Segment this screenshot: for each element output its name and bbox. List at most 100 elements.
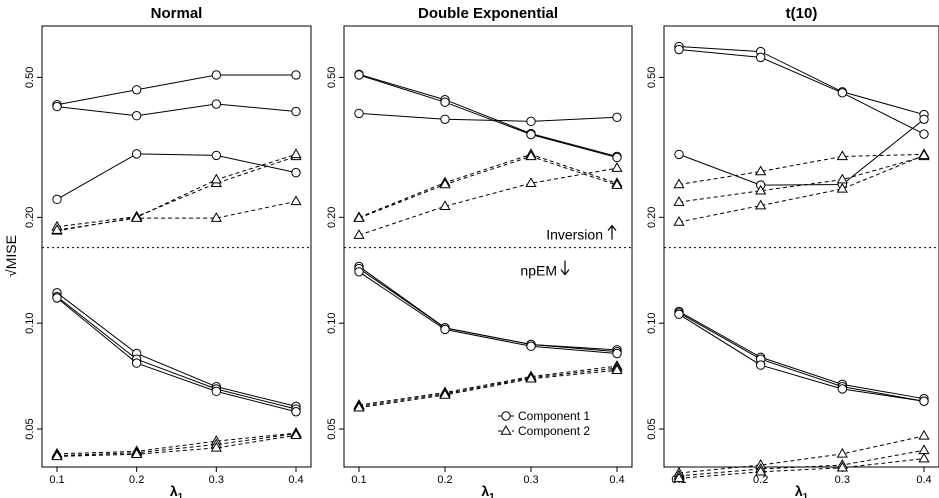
point-circle xyxy=(612,152,622,163)
arrow-up-icon xyxy=(607,224,617,240)
y-tick-label: 0.50 xyxy=(646,67,658,88)
panel-title: Normal xyxy=(151,5,203,22)
series-line-c1 xyxy=(56,292,297,407)
point-circle xyxy=(211,386,222,397)
point-triangle xyxy=(131,448,143,458)
point-circle xyxy=(526,129,536,140)
series-line-c2 xyxy=(678,458,925,479)
legend-circle-icon xyxy=(501,411,511,421)
y-tick-label: 0.05 xyxy=(24,418,36,439)
point-circle xyxy=(211,99,222,109)
panel-1: Normal 0.05 0.10 0.20 0.50 0.1 0.2 0.3 0.4 λ1 xyxy=(24,5,312,498)
series-line-c1 xyxy=(56,297,297,413)
point-triangle xyxy=(836,461,848,472)
point-circle xyxy=(354,108,364,119)
point-triangle xyxy=(51,450,63,461)
x-tick-label: 0.1 xyxy=(49,474,64,486)
y-tick-label: 0.20 xyxy=(646,207,658,228)
series-line-c1 xyxy=(56,296,297,410)
y-tick-label: 0.10 xyxy=(326,312,338,333)
point-triangle xyxy=(131,212,143,222)
series-line-c2 xyxy=(678,449,925,477)
series-line-c1 xyxy=(678,46,925,116)
series-line-c2 xyxy=(358,167,618,236)
point-circle xyxy=(919,129,929,139)
point-triangle xyxy=(525,150,537,161)
point-triangle xyxy=(439,200,451,211)
point-triangle xyxy=(673,196,685,206)
point-triangle xyxy=(918,149,930,160)
y-tick-label: 0.20 xyxy=(326,207,338,228)
x-tick-label: 0.3 xyxy=(209,474,224,486)
panel-3: t(10)0.050.100.200.500.10.20.30.4λ1 xyxy=(646,5,939,498)
series-line-c1 xyxy=(358,266,618,351)
point-triangle xyxy=(755,184,767,195)
point-triangle xyxy=(755,465,767,476)
point-circle xyxy=(612,112,622,123)
point-triangle xyxy=(439,178,451,189)
y-tick-label: 0.20 xyxy=(24,207,36,228)
x-axis-label: λ1 xyxy=(481,483,495,498)
point-circle xyxy=(52,293,62,303)
point-triangle xyxy=(836,150,848,161)
series-line-c2 xyxy=(358,367,618,407)
point-circle xyxy=(837,88,848,98)
y-tick-label: 0.50 xyxy=(24,67,36,88)
series-line-c1 xyxy=(678,313,925,402)
x-axis-label-subscript: 1 xyxy=(178,492,184,498)
point-triangle xyxy=(210,173,222,184)
point-circle xyxy=(52,101,62,112)
point-triangle xyxy=(673,215,685,226)
annotation-npem: npEM xyxy=(520,263,557,279)
x-tick-label: 0.2 xyxy=(129,474,144,486)
point-circle xyxy=(837,384,848,394)
point-triangle xyxy=(290,195,302,206)
series-line-c2 xyxy=(678,155,925,203)
y-tick-label: 0.10 xyxy=(646,312,658,333)
series-line-c1 xyxy=(678,49,925,135)
point-triangle xyxy=(353,229,365,239)
series-line-c1 xyxy=(56,74,296,106)
point-circle xyxy=(211,70,222,80)
y-tick-label: 0.05 xyxy=(326,418,338,439)
x-tick-label: 0.2 xyxy=(753,474,768,486)
x-tick-label: 0.3 xyxy=(523,474,538,486)
point-circle xyxy=(674,149,684,160)
point-triangle xyxy=(210,212,222,222)
point-circle xyxy=(291,70,301,80)
legend-triangle-icon xyxy=(500,424,512,435)
series-line-c2 xyxy=(678,154,925,223)
series-line-c1 xyxy=(678,312,925,402)
legend-label: Component 2 xyxy=(518,424,590,438)
point-circle xyxy=(354,70,364,80)
series-line-c2 xyxy=(358,155,618,219)
point-triangle xyxy=(353,212,365,222)
point-triangle xyxy=(836,447,848,458)
panel-frame xyxy=(663,25,939,468)
point-circle xyxy=(526,116,536,127)
point-circle xyxy=(919,396,929,406)
point-triangle xyxy=(611,162,623,172)
series-line-c2 xyxy=(358,365,618,406)
point-triangle xyxy=(210,441,222,452)
panel-frame xyxy=(343,25,633,468)
series-line-c2 xyxy=(56,200,297,231)
point-circle xyxy=(755,360,766,370)
series-line-c1 xyxy=(358,268,618,353)
series-line-c2 xyxy=(358,369,618,409)
point-circle xyxy=(674,44,684,55)
point-triangle xyxy=(611,364,623,374)
point-circle xyxy=(291,407,301,417)
series-line-c2 xyxy=(56,153,297,232)
point-triangle xyxy=(439,388,451,399)
series-line-c1 xyxy=(358,73,618,157)
point-triangle xyxy=(918,444,930,455)
point-triangle xyxy=(525,177,537,187)
point-triangle xyxy=(755,165,767,176)
point-circle xyxy=(440,114,450,125)
x-axis-label: λ1 xyxy=(170,483,184,498)
annotation-inversion: Inversion xyxy=(546,227,603,243)
y-tick-label: 0.10 xyxy=(24,312,36,333)
series-line-c2 xyxy=(358,153,618,218)
point-circle xyxy=(755,52,766,63)
